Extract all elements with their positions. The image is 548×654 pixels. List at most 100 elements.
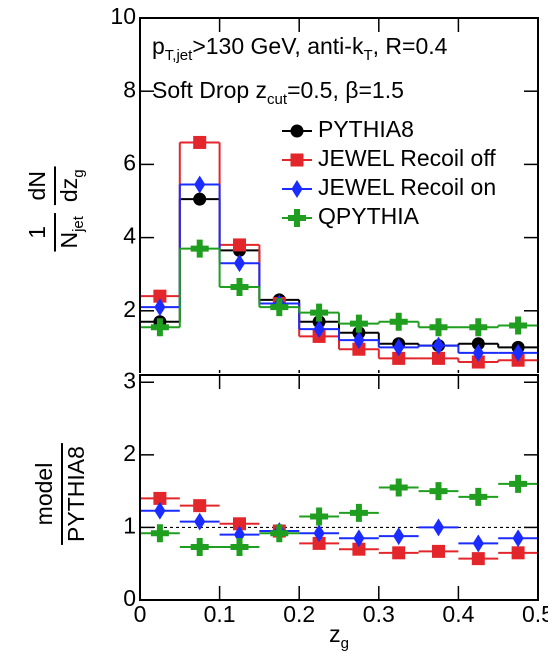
x-axis-label-part: z (329, 621, 341, 647)
marker (349, 314, 368, 333)
annotation-part: p (152, 33, 165, 59)
marker (193, 192, 207, 206)
legend-marker (288, 209, 306, 227)
label-numerator: 1 (24, 226, 50, 239)
marker (509, 474, 528, 493)
label-numerator-part: 1 (24, 226, 50, 239)
marker (469, 318, 488, 337)
legend-label: JEWEL Recoil on (318, 174, 496, 200)
label-denominator-part: N (56, 232, 82, 249)
legend-marker (290, 124, 304, 138)
annotation-part: , R=0.4 (373, 33, 448, 59)
y-tick-label: 4 (123, 223, 136, 249)
annotation-part: >130 GeV, anti-k (192, 33, 364, 59)
label-numerator-part: model (31, 463, 57, 526)
marker (353, 529, 365, 548)
annotation-part: =0.5, β=1.5 (287, 77, 404, 103)
annotation-part: cut (267, 91, 288, 108)
x-tick-label: 0.4 (442, 601, 474, 627)
legend-marker (290, 153, 304, 167)
y-tick-label: 2 (123, 296, 136, 322)
label-numerator: dN (24, 171, 50, 200)
marker (469, 487, 488, 506)
label-denominator: dzg (56, 169, 87, 202)
marker (511, 546, 525, 560)
plot-frame (139, 374, 539, 601)
x-tick-label: 0 (134, 601, 147, 627)
label-denominator: PYTHIA8 (63, 446, 89, 542)
marker (230, 538, 249, 557)
y-tick-label: 0 (123, 585, 136, 611)
marker (389, 312, 408, 331)
marker (193, 499, 207, 513)
marker (270, 298, 289, 317)
label-numerator: model (31, 463, 57, 526)
label-denominator-part: g (70, 169, 87, 177)
marker (389, 478, 408, 497)
marker (313, 524, 325, 543)
marker (310, 303, 329, 322)
marker (509, 316, 528, 335)
marker (471, 552, 485, 566)
marker (193, 135, 207, 149)
legend-label: QPYTHIA (318, 203, 420, 229)
legend-marker (291, 180, 303, 198)
y-tick-label: 6 (123, 149, 136, 175)
marker (190, 538, 209, 557)
y-tick-label: 8 (123, 76, 136, 102)
x-tick-label: 0.3 (363, 601, 395, 627)
marker (432, 544, 445, 558)
y-tick-label: 10 (110, 3, 136, 29)
x-tick-label: 0.5 (522, 601, 548, 627)
x-tick-label: 0.1 (204, 601, 236, 627)
marker (393, 527, 405, 546)
marker (472, 534, 484, 553)
marker (270, 524, 289, 543)
marker (194, 175, 206, 194)
y-tick-label: 3 (123, 367, 136, 393)
marker (233, 254, 246, 273)
label-denominator-part: jet (70, 215, 87, 233)
pad-background (0, 373, 548, 654)
marker (512, 343, 524, 362)
x-axis-label: zg (329, 621, 349, 652)
annotation-part: Soft Drop z (152, 77, 267, 103)
marker (393, 338, 405, 357)
marker (154, 298, 166, 317)
x-tick-label: 0.2 (283, 601, 315, 627)
marker (349, 503, 368, 522)
marker (392, 546, 406, 560)
marker (432, 336, 445, 355)
marker (190, 239, 209, 258)
legend-label: JEWEL Recoil off (318, 145, 496, 171)
marker (313, 320, 325, 339)
legend-label: PYTHIA8 (318, 116, 414, 142)
label-denominator: Njet (56, 215, 87, 248)
marker (353, 331, 365, 350)
marker (150, 524, 169, 543)
marker (512, 529, 524, 548)
marker (150, 318, 169, 337)
marker (233, 238, 246, 252)
marker (154, 501, 166, 520)
label-denominator-part: PYTHIA8 (63, 446, 89, 542)
marker (429, 482, 448, 501)
y-axis-label: model PYTHIA8 (31, 443, 89, 545)
annotation: pT,jet>130 GeV, anti-kT, R=0.4 (152, 33, 448, 64)
y-tick-label: 2 (123, 440, 136, 466)
marker (432, 518, 445, 537)
annotation-part: T,jet (165, 47, 193, 64)
annotation-part: T (363, 47, 372, 64)
x-axis-label-part: g (341, 635, 349, 652)
marker (429, 318, 448, 337)
y-tick-label: 1 (123, 512, 136, 538)
marker (310, 507, 329, 526)
marker (194, 512, 206, 531)
label-numerator-part: dN (24, 171, 50, 200)
marker (230, 278, 249, 297)
label-denominator-part: dz (56, 178, 82, 202)
marker (472, 343, 484, 362)
annotation: Soft Drop zcut=0.5, β=1.5 (152, 77, 404, 108)
